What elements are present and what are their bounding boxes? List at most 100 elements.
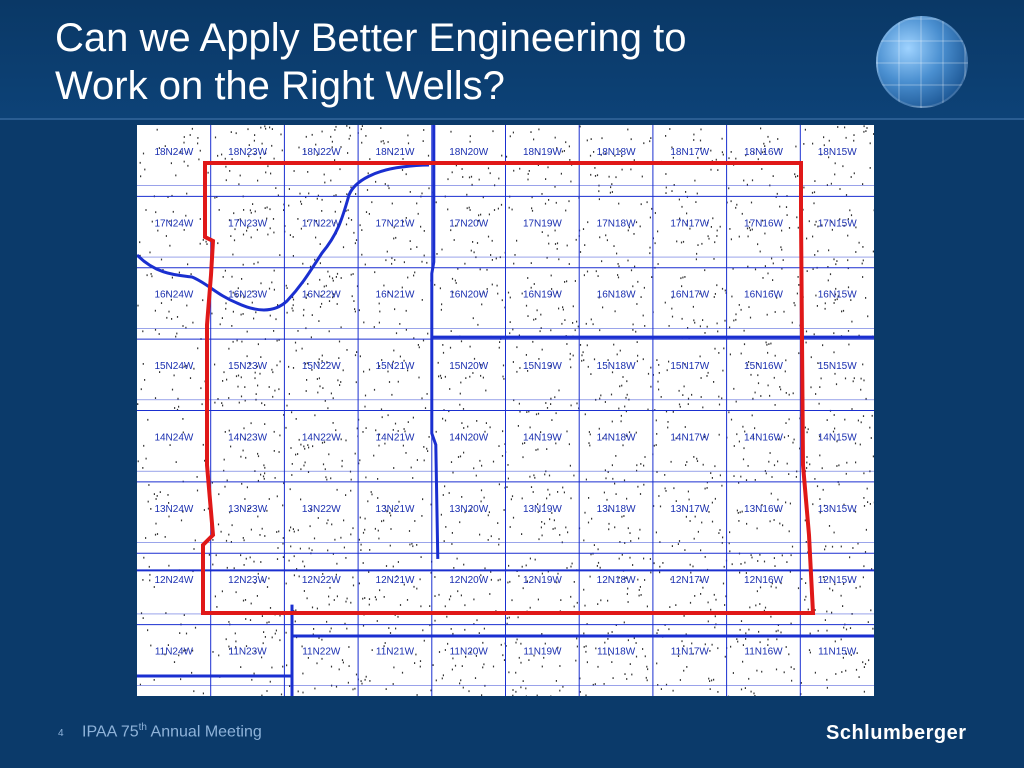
- well-symbol: [755, 604, 757, 607]
- well-symbol: [522, 456, 524, 459]
- well-symbol: [719, 474, 721, 477]
- well-symbol: [748, 226, 751, 229]
- well-symbol: [812, 268, 814, 270]
- well-symbol: [444, 605, 446, 608]
- well-symbol: [143, 556, 145, 559]
- well-symbol: [775, 630, 777, 633]
- well-symbol: [452, 632, 454, 635]
- well-symbol: [594, 167, 596, 169]
- well-symbol: [587, 365, 589, 368]
- well-symbol: [633, 233, 635, 235]
- well-symbol: [573, 581, 575, 583]
- well-symbol: [321, 302, 323, 305]
- well-symbol: [512, 361, 514, 363]
- well-symbol: [194, 626, 197, 629]
- well-symbol: [575, 659, 577, 662]
- well-symbol: [407, 276, 409, 279]
- well-symbol: [292, 298, 295, 301]
- well-symbol: [538, 538, 540, 541]
- well-symbol: [601, 260, 603, 263]
- well-symbol: [814, 254, 816, 256]
- well-symbol: [271, 144, 273, 147]
- well-symbol: [707, 371, 709, 374]
- well-symbol: [178, 654, 180, 657]
- well-symbol: [868, 659, 870, 662]
- township-label: 18N24W: [154, 147, 193, 158]
- well-symbol: [350, 219, 353, 221]
- well-symbol: [858, 676, 860, 678]
- well-symbol: [771, 582, 773, 585]
- well-symbol: [223, 469, 225, 472]
- well-symbol: [403, 583, 405, 586]
- well-symbol: [828, 249, 830, 252]
- township-label: 16N22W: [302, 290, 341, 301]
- township-label: 15N20W: [449, 361, 488, 372]
- well-symbol: [237, 385, 239, 388]
- well-symbol: [332, 422, 334, 424]
- well-symbol: [736, 509, 738, 512]
- well-symbol: [638, 537, 640, 540]
- well-symbol: [600, 153, 602, 156]
- well-symbol: [866, 487, 868, 490]
- well-symbol: [182, 325, 184, 327]
- well-symbol: [562, 306, 564, 309]
- well-symbol: [383, 519, 385, 522]
- well-symbol: [280, 693, 283, 696]
- well-symbol: [159, 371, 161, 373]
- well-symbol: [702, 406, 704, 409]
- well-symbol: [657, 629, 659, 631]
- well-symbol: [430, 689, 432, 692]
- well-symbol: [712, 217, 714, 220]
- well-symbol: [677, 655, 680, 657]
- well-symbol: [142, 152, 145, 155]
- well-symbol: [283, 482, 285, 485]
- well-symbol: [769, 520, 771, 523]
- well-symbol: [266, 217, 268, 220]
- well-symbol: [439, 374, 442, 377]
- well-symbol: [273, 288, 275, 291]
- well-symbol: [217, 154, 219, 157]
- well-symbol: [780, 582, 782, 585]
- well-symbol: [412, 477, 414, 479]
- well-symbol: [716, 229, 718, 232]
- well-symbol: [866, 127, 868, 129]
- well-symbol: [499, 341, 501, 343]
- well-symbol: [318, 363, 320, 366]
- well-symbol: [721, 151, 723, 154]
- well-symbol: [735, 157, 737, 160]
- well-symbol: [395, 627, 397, 630]
- well-symbol: [345, 600, 347, 603]
- well-symbol: [292, 304, 294, 307]
- well-symbol: [803, 186, 805, 189]
- meeting-sup: th: [138, 722, 147, 733]
- well-symbol: [569, 352, 571, 355]
- well-symbol: [607, 638, 609, 640]
- well-symbol: [233, 239, 236, 242]
- township-label: 11N15W: [818, 647, 857, 658]
- well-symbol: [391, 153, 393, 156]
- well-symbol: [374, 596, 376, 598]
- well-symbol: [220, 530, 222, 533]
- well-symbol: [460, 340, 463, 343]
- well-symbol: [405, 173, 407, 176]
- well-symbol: [461, 168, 463, 170]
- well-symbol: [469, 140, 471, 143]
- well-symbol: [214, 136, 217, 139]
- well-symbol: [757, 382, 760, 385]
- township-label: 15N16W: [744, 361, 783, 372]
- well-symbol: [767, 638, 769, 641]
- well-symbol: [753, 692, 755, 695]
- well-symbol: [858, 241, 860, 244]
- well-symbol: [346, 125, 348, 127]
- well-symbol: [627, 527, 629, 530]
- well-symbol: [672, 689, 674, 692]
- well-symbol: [401, 671, 404, 674]
- well-symbol: [270, 172, 272, 175]
- township-label: 13N22W: [302, 504, 341, 515]
- well-symbol: [429, 605, 431, 607]
- well-symbol: [621, 384, 623, 387]
- well-symbol: [653, 505, 655, 507]
- well-symbol: [746, 364, 749, 366]
- well-symbol: [522, 442, 524, 445]
- well-symbol: [649, 558, 651, 560]
